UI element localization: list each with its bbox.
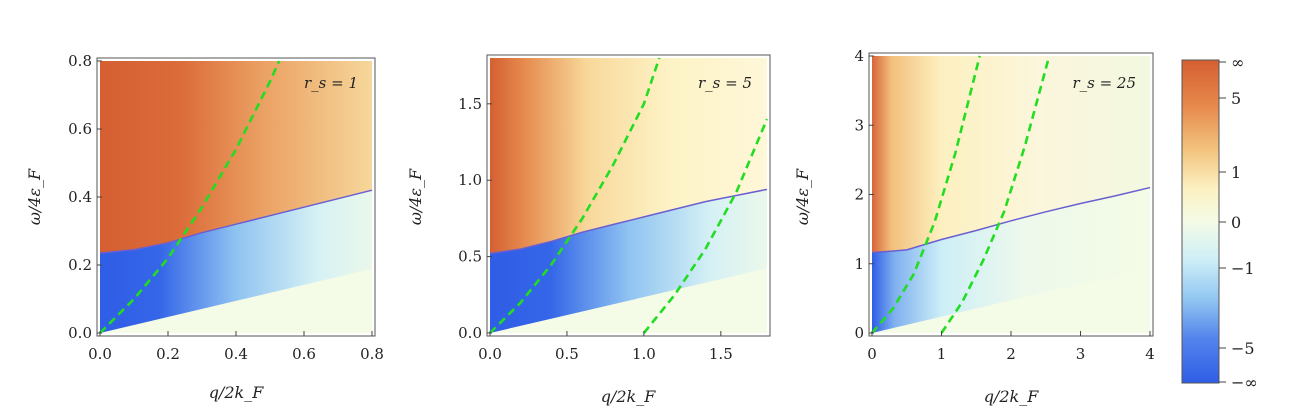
panel-3-ylabel: ω/4ε_F <box>793 168 812 225</box>
x-tick-label: 1 <box>937 345 947 363</box>
x-tick-label: 0.0 <box>478 345 502 363</box>
colorbar-tick-label: ∞ <box>1231 53 1244 72</box>
panel-1-label: r_s = 1 <box>304 74 358 92</box>
colorbar-tick-label: −5 <box>1231 339 1255 358</box>
y-tick-label: 0.5 <box>458 248 482 266</box>
colorbar: ∞ 5 1 0 −1 −5 −∞ <box>1181 53 1258 392</box>
panel-2-xlabel: q/2k_F <box>601 387 657 406</box>
panel-2-positive-region <box>490 58 767 254</box>
x-tick-label: 0 <box>867 345 877 363</box>
y-tick-label: 1.0 <box>458 171 482 189</box>
boundary-line <box>871 186 1151 254</box>
panel-3-negative-region <box>871 186 1151 333</box>
panel-3: 0 1 2 3 4 0 1 2 3 4 r_s = 25 q/2k_F ω/4ε_F <box>793 47 1155 406</box>
y-tick-label: 0.0 <box>458 324 482 342</box>
y-tick-label: 0.0 <box>68 324 92 342</box>
x-tick-label: 1.0 <box>632 345 656 363</box>
panel-3-xlabel: q/2k_F <box>984 387 1040 406</box>
panel-2-ylabel: ω/4ε_F <box>406 168 425 225</box>
colorbar-tick-label: −1 <box>1231 259 1255 278</box>
x-tick-label: 0.5 <box>555 345 579 363</box>
y-tick-label: 0 <box>854 324 864 342</box>
colorbar-tick-label: 0 <box>1231 213 1241 232</box>
positive-region-fill <box>100 61 372 254</box>
y-tick-label: 0.2 <box>68 256 92 274</box>
y-tick-label: 4 <box>854 47 864 65</box>
panel-1-dashed-curves <box>99 60 281 334</box>
dashed-curve <box>940 55 1051 334</box>
panel-1: 0.0 0.2 0.4 0.6 0.8 0.0 0.2 0.4 0.6 0.8 r_s = 1 q… <box>25 52 384 402</box>
y-tick-label: 0.8 <box>68 52 92 70</box>
y-tick-label: 2 <box>854 186 864 204</box>
negative-region-fill <box>490 189 767 333</box>
colorbar-tick-label: 5 <box>1231 89 1241 108</box>
panel-1-positive-region <box>100 61 372 254</box>
panel-2: 0.0 0.5 1.0 1.50.00.51.01.5 r_s = 5 q/2k_F … <box>406 54 771 406</box>
dashed-curve <box>871 55 981 334</box>
panel-2-ticks: 0.0 0.5 1.0 1.5 0.0 0.5 1.0 1.5 <box>458 95 733 363</box>
colorbar-tick-label: 1 <box>1231 163 1241 182</box>
x-tick-label: 2 <box>1006 345 1016 363</box>
colorbar-ticks: ∞ 5 1 0 −1 −5 −∞ <box>1219 53 1258 392</box>
colorbar-gradient <box>1181 59 1220 384</box>
x-tick-label: 0.8 <box>360 345 384 363</box>
colorbar-tick-label: −∞ <box>1231 373 1258 392</box>
dashed-curve <box>489 57 661 334</box>
negative-region-fill <box>872 187 1150 333</box>
x-tick-label: 0.0 <box>88 345 112 363</box>
negative-region-fill <box>100 190 372 333</box>
dashed-curve <box>642 118 769 334</box>
panel-2-negative-region <box>489 188 768 333</box>
panel-3-label: r_s = 25 <box>1072 74 1136 92</box>
y-tick-label: 1 <box>854 255 864 273</box>
panel-3-dashed-curves <box>871 55 1051 334</box>
dashed-curve <box>99 60 281 334</box>
panel-1-xlabel: q/2k_F <box>209 383 265 402</box>
boundary-line <box>99 189 373 254</box>
x-tick-label: 0.2 <box>156 345 180 363</box>
positive-region-fill <box>490 58 767 254</box>
x-tick-label: 3 <box>1076 345 1086 363</box>
panel-1-negative-region <box>99 189 373 333</box>
y-tick-label: 1.5 <box>458 95 482 113</box>
panel-3-ticks: 0 1 2 3 4 0 1 2 3 4 <box>854 47 1154 363</box>
y-tick-label: 0.6 <box>68 120 92 138</box>
y-tick-label: 0.4 <box>68 188 92 206</box>
panel-2-frame <box>486 54 771 337</box>
panel-1-ticks: 0.0 0.2 0.4 0.6 0.8 0.0 0.2 0.4 0.6 0.8 <box>68 52 384 363</box>
x-tick-label: 1.5 <box>709 345 733 363</box>
panel-2-label: r_s = 5 <box>698 74 752 92</box>
x-tick-label: 0.4 <box>224 345 248 363</box>
x-tick-label: 4 <box>1145 345 1155 363</box>
panel-1-ylabel: ω/4ε_F <box>25 168 44 225</box>
y-tick-label: 3 <box>854 116 864 134</box>
x-tick-label: 0.6 <box>292 345 316 363</box>
panel-2-dashed-curves <box>489 57 769 334</box>
boundary-line <box>489 188 768 255</box>
